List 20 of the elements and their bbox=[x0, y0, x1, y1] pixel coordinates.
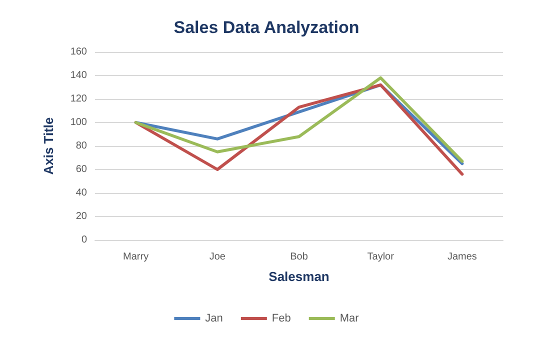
y-tick-label: 60 bbox=[76, 164, 88, 175]
y-tick-label: 0 bbox=[81, 234, 88, 246]
legend-label: Mar bbox=[340, 312, 360, 324]
x-tick-label: Bob bbox=[290, 252, 308, 262]
y-tick-label: 20 bbox=[76, 211, 88, 222]
y-tick-label: 80 bbox=[76, 140, 88, 152]
x-tick-label: Marry bbox=[123, 252, 149, 262]
y-tick-label: 100 bbox=[70, 117, 88, 128]
y-tick-label: 140 bbox=[70, 70, 88, 81]
legend-label: Jan bbox=[205, 312, 223, 324]
x-axis-title: Salesman bbox=[268, 269, 330, 284]
x-tick-label: James bbox=[447, 252, 477, 262]
x-tick-label: Taylor bbox=[367, 252, 395, 262]
legend-label: Feb bbox=[272, 312, 291, 324]
y-tick-label: 40 bbox=[76, 188, 88, 198]
y-tick-label: 160 bbox=[70, 46, 88, 58]
y-tick-label: 120 bbox=[70, 94, 88, 104]
chart-title: Sales Data Analyzation bbox=[174, 18, 360, 37]
y-axis-title: Axis Title bbox=[41, 117, 56, 175]
x-tick-label: Joe bbox=[209, 252, 226, 262]
